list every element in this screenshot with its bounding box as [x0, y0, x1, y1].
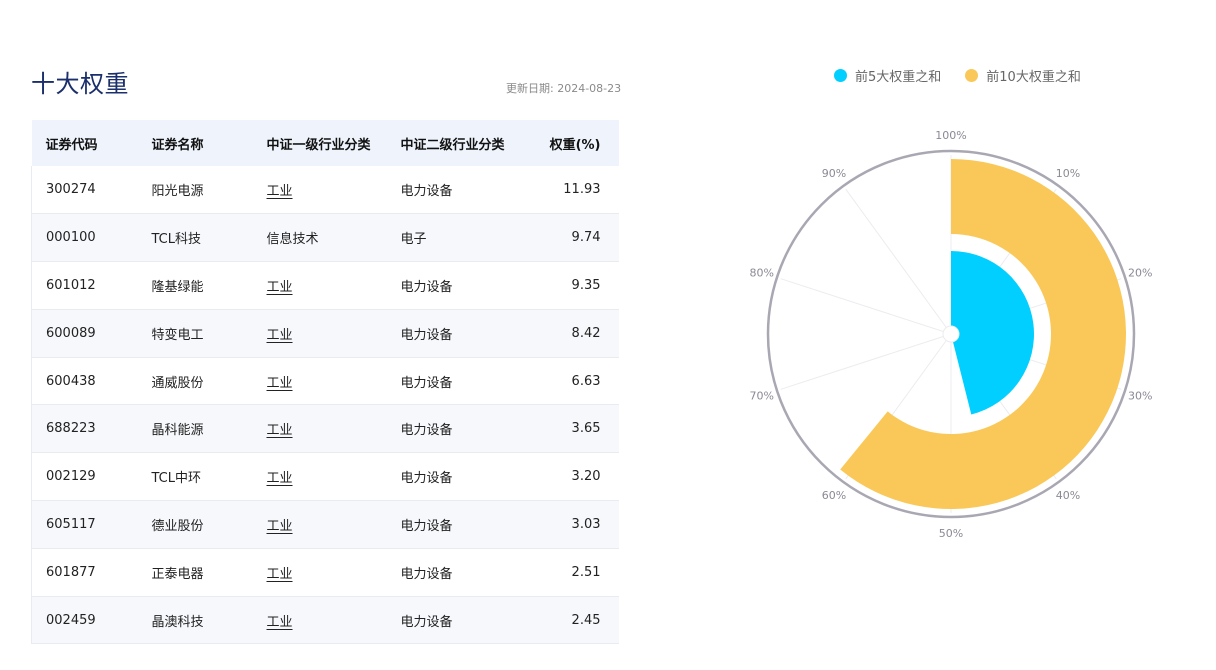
cell-weight: 11.93 [563, 182, 601, 198]
cell-code: 300274 [31, 166, 138, 214]
legend-item-top10[interactable]: 前10大权重之和 [965, 66, 1081, 85]
cell-weight: 3.65 [571, 421, 601, 437]
legend-label-top5: 前5大权重之和 [855, 70, 942, 85]
angle-tick-label: 50% [939, 527, 963, 540]
cell-name: 阳光电源 [151, 184, 204, 200]
cell-code: 605117 [31, 500, 138, 549]
cell-name: 晶科能源 [151, 423, 204, 439]
cell-weight: 3.20 [571, 469, 601, 485]
table-row: 000100 TCL科技 信息技术 电子 9.74 [31, 213, 619, 262]
angle-tick-label: 20% [1128, 267, 1152, 280]
chart-legend: 前5大权重之和 前10大权重之和 [834, 66, 1081, 85]
cell-industry-level2: 电力设备 [400, 184, 453, 200]
bar-top10-weight-sum [840, 159, 1126, 509]
legend-dot-top5 [834, 69, 847, 82]
cell-industry-level1[interactable]: 工业 [266, 375, 293, 391]
cell-industry-level2: 电力设备 [400, 327, 453, 343]
cell-industry-level2: 电力设备 [400, 518, 453, 534]
cell-industry-level1[interactable]: 工业 [266, 327, 293, 343]
angle-tick-label: 40% [1056, 489, 1080, 502]
cell-industry-level2: 电子 [400, 232, 427, 248]
angle-tick-label: 10% [1056, 167, 1080, 180]
cell-name: 隆基绿能 [151, 279, 204, 295]
cell-weight: 9.74 [571, 230, 601, 246]
table-header-row: 证券代码 证券名称 中证一级行业分类 中证二级行业分类 权重(%) [31, 120, 619, 166]
cell-industry-level2: 电力设备 [400, 423, 453, 439]
cell-weight: 8.42 [571, 325, 601, 341]
cell-name: 晶澳科技 [151, 614, 204, 630]
header-industry-level1[interactable]: 中证一级行业分类 [266, 137, 371, 153]
polar-bar-chart: 100% 10% 20% 30% 40% 50% 60% 70% 80% 90% [750, 129, 1153, 540]
angle-tick-label: 70% [750, 389, 774, 402]
cell-name: TCL科技 [151, 232, 202, 248]
table-row: 002459 晶澳科技 工业 电力设备 2.45 [31, 596, 619, 644]
update-date: 更新日期: 2024-08-23 [506, 82, 622, 95]
cell-weight: 2.45 [571, 612, 601, 628]
cell-name: 正泰电器 [151, 566, 204, 582]
cell-code: 601877 [31, 548, 138, 597]
cell-industry-level2: 电力设备 [400, 614, 453, 630]
cell-name: 德业股份 [151, 518, 204, 534]
cell-industry-level2: 电力设备 [400, 279, 453, 295]
cell-weight: 6.63 [571, 373, 601, 389]
legend-label-top10: 前10大权重之和 [986, 70, 1081, 85]
cell-industry-level1[interactable]: 工业 [266, 614, 293, 630]
table-row: 600089 特变电工 工业 电力设备 8.42 [31, 309, 619, 358]
header-code[interactable]: 证券代码 [45, 137, 98, 153]
cell-industry-level1[interactable]: 信息技术 [266, 232, 319, 248]
cell-code: 002129 [31, 452, 138, 501]
angle-tick-label: 30% [1128, 389, 1152, 402]
cell-industry-level1[interactable]: 工业 [266, 518, 293, 534]
angle-axis-circle [766, 149, 1136, 519]
table-row: 601877 正泰电器 工业 电力设备 2.51 [31, 548, 619, 597]
table-row: 600438 通威股份 工业 电力设备 6.63 [31, 357, 619, 405]
page-title: 十大权重 [31, 70, 129, 98]
angle-tick-label: 90% [822, 167, 846, 180]
legend-item-top5[interactable]: 前5大权重之和 [834, 66, 941, 85]
header-name[interactable]: 证券名称 [151, 137, 204, 153]
cell-weight: 9.35 [571, 277, 601, 293]
table-row: 605117 德业股份 工业 电力设备 3.03 [31, 500, 619, 549]
cell-code: 688223 [31, 404, 138, 453]
legend-dot-top10 [965, 69, 979, 82]
cell-industry-level1[interactable]: 工业 [266, 184, 293, 200]
weights-table-container: 证券代码 证券名称 中证一级行业分类 中证二级行业分类 权重(%) 300274… [31, 120, 619, 644]
cell-code: 601012 [31, 261, 138, 310]
cell-industry-level1[interactable]: 工业 [266, 471, 293, 487]
angle-tick-label: 60% [822, 489, 846, 502]
table-row: 688223 晶科能源 工业 电力设备 3.65 [31, 404, 619, 453]
bar-top5-weight-sum [951, 251, 1034, 415]
cell-industry-level1[interactable]: 工业 [266, 423, 293, 439]
table-row: 601012 隆基绿能 工业 电力设备 9.35 [31, 261, 619, 310]
cell-industry-level2: 电力设备 [400, 566, 453, 582]
table-row: 002129 TCL中环 工业 电力设备 3.20 [31, 452, 619, 501]
cell-code: 600438 [31, 357, 138, 405]
radial-gridline [845, 188, 952, 335]
cell-code: 000100 [31, 213, 138, 262]
angle-tick-label: 100% [935, 129, 966, 142]
cell-industry-level1[interactable]: 工业 [266, 566, 293, 582]
cell-code: 600089 [31, 309, 138, 358]
header-industry-level2[interactable]: 中证二级行业分类 [400, 137, 505, 153]
angle-tick-label: 80% [750, 267, 774, 280]
table-row: 300274 阳光电源 工业 电力设备 11.93 [31, 166, 619, 214]
radial-gridline [780, 333, 952, 390]
header-weight[interactable]: 权重(%) [549, 137, 601, 153]
top-ten-weights-table: 证券代码 证券名称 中证一级行业分类 中证二级行业分类 权重(%) 300274… [31, 120, 619, 644]
radial-gridline [780, 278, 952, 335]
cell-code: 002459 [31, 596, 138, 644]
cell-name: 特变电工 [151, 327, 204, 343]
cell-industry-level2: 电力设备 [400, 471, 453, 487]
cell-name: 通威股份 [151, 375, 204, 391]
cell-name: TCL中环 [151, 471, 202, 487]
cell-industry-level2: 电力设备 [400, 375, 453, 391]
center-circle [942, 325, 960, 343]
cell-weight: 3.03 [571, 516, 601, 532]
cell-weight: 2.51 [571, 564, 601, 580]
cell-industry-level1[interactable]: 工业 [266, 279, 293, 295]
